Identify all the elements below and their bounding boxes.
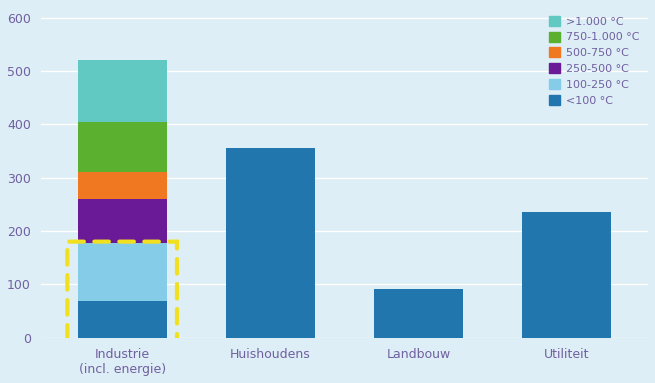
- Bar: [78, 60, 166, 122]
- Bar: [522, 212, 611, 338]
- Bar: [78, 172, 166, 199]
- Bar: [78, 243, 166, 301]
- Bar: [78, 122, 166, 172]
- Bar: [78, 301, 166, 338]
- Legend: >1.000 °C, 750-1.000 °C, 500-750 °C, 250-500 °C, 100-250 °C, <100 °C: >1.000 °C, 750-1.000 °C, 500-750 °C, 250…: [546, 13, 643, 109]
- Bar: [226, 148, 315, 338]
- Bar: [78, 199, 166, 243]
- Bar: [374, 288, 463, 338]
